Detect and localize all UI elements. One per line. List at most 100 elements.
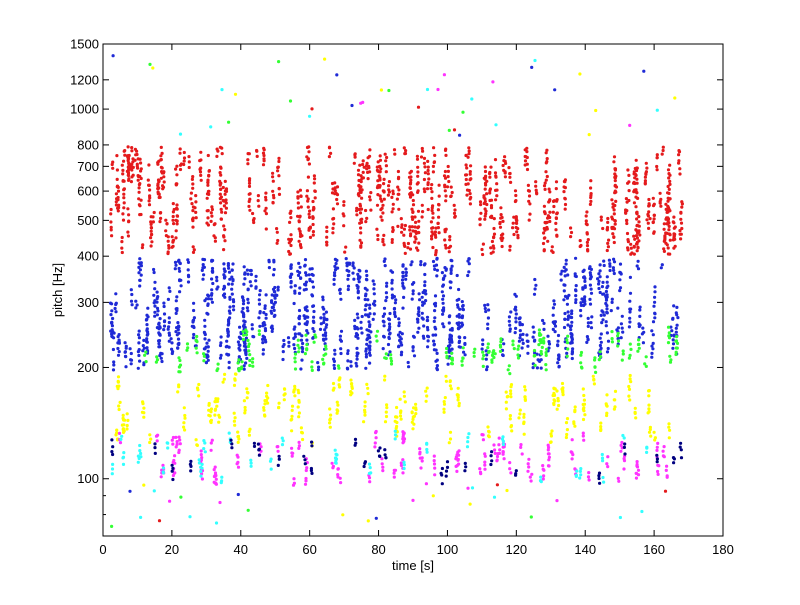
data-point-blue xyxy=(203,318,207,322)
data-point-magenta xyxy=(508,467,512,471)
data-point-yellow xyxy=(195,443,199,447)
data-point-blue xyxy=(605,350,610,354)
data-point-blue xyxy=(628,299,632,303)
data-point-blue xyxy=(365,288,369,292)
data-point-cyan xyxy=(280,443,285,447)
data-point-red xyxy=(635,223,640,227)
data-point-red xyxy=(489,165,493,169)
data-point-blue xyxy=(447,350,451,354)
data-point-yellow xyxy=(296,388,300,392)
data-point-red xyxy=(509,180,513,184)
data-point-yellow xyxy=(194,438,198,442)
data-point-magenta xyxy=(483,463,487,467)
data-point-blue xyxy=(257,316,261,320)
data-point-blue xyxy=(583,302,587,306)
data-point-blue xyxy=(669,325,673,329)
data-point-blue xyxy=(176,346,180,350)
data-point-red xyxy=(446,164,450,169)
data-point-red xyxy=(672,246,676,250)
data-point-red xyxy=(390,210,394,214)
data-point-yellow xyxy=(263,399,267,403)
data-point-blue xyxy=(129,288,133,292)
data-point-blue xyxy=(598,290,602,295)
data-point-red xyxy=(162,175,166,179)
data-point-blue xyxy=(386,342,391,347)
data-point-green xyxy=(512,347,516,351)
data-point-blue xyxy=(397,344,401,348)
data-point-green xyxy=(637,342,641,346)
data-point-yellow xyxy=(290,408,294,412)
data-point-red xyxy=(212,234,216,238)
data-point-blue xyxy=(563,317,567,321)
data-point-blue xyxy=(426,339,430,343)
data-point-blue xyxy=(124,365,128,369)
data-point-red xyxy=(364,208,368,213)
data-point-red xyxy=(437,231,441,235)
data-point-blue xyxy=(155,326,159,330)
data-point-yellow xyxy=(647,389,651,393)
data-point-blue xyxy=(339,297,343,301)
data-point-red xyxy=(419,155,424,159)
data-point-red xyxy=(206,178,210,182)
data-point-blue xyxy=(484,309,488,314)
data-point-blue xyxy=(297,261,301,265)
data-point-red xyxy=(406,246,410,250)
data-point-red xyxy=(306,197,310,201)
data-point-red xyxy=(191,216,195,220)
data-point-yellow xyxy=(236,440,240,444)
data-point-blue xyxy=(145,323,149,327)
data-point-blue xyxy=(574,298,578,302)
data-point-blue xyxy=(371,317,375,321)
data-point-blue xyxy=(123,354,128,358)
data-point-blue xyxy=(300,358,304,362)
data-point-blue xyxy=(186,260,191,264)
outlier-point xyxy=(468,502,472,506)
data-point-red xyxy=(545,174,549,179)
data-point-red xyxy=(624,208,628,212)
data-point-blue xyxy=(458,335,462,340)
data-point-blue xyxy=(615,328,619,332)
data-point-magenta xyxy=(339,481,343,485)
data-point-red xyxy=(464,182,468,186)
data-point-magenta xyxy=(392,471,396,475)
data-point-red xyxy=(369,191,373,195)
data-point-red xyxy=(554,216,559,221)
data-point-red xyxy=(611,232,615,236)
data-point-magenta xyxy=(547,458,551,462)
data-point-red xyxy=(331,231,335,235)
data-point-red xyxy=(478,223,482,227)
data-point-blue xyxy=(191,336,195,340)
data-point-green xyxy=(674,350,678,354)
data-point-blue xyxy=(270,305,274,310)
data-point-blue xyxy=(355,346,359,350)
data-point-blue xyxy=(676,316,680,320)
data-point-blue xyxy=(463,342,467,346)
data-point-yellow xyxy=(296,405,300,409)
data-point-magenta xyxy=(497,436,501,440)
data-point-green xyxy=(461,356,465,360)
data-point-blue xyxy=(281,357,285,362)
data-point-navy xyxy=(679,448,683,452)
data-point-red xyxy=(147,163,151,167)
data-point-blue xyxy=(450,264,454,268)
data-point-red xyxy=(123,153,127,157)
data-point-magenta xyxy=(199,449,203,453)
data-point-navy xyxy=(672,461,676,465)
data-point-magenta xyxy=(118,441,123,445)
data-point-red xyxy=(210,207,214,212)
data-point-navy xyxy=(384,456,388,460)
data-point-magenta xyxy=(634,471,638,475)
data-point-red xyxy=(198,170,203,174)
data-point-blue xyxy=(135,303,139,307)
data-point-red xyxy=(271,171,275,175)
data-point-blue xyxy=(145,317,149,321)
data-point-yellow xyxy=(591,374,595,378)
data-point-yellow xyxy=(425,394,429,398)
data-point-red xyxy=(139,198,143,202)
data-point-red xyxy=(402,146,406,150)
data-point-blue xyxy=(410,282,415,286)
data-point-blue xyxy=(612,257,616,261)
data-point-navy xyxy=(153,446,157,450)
data-point-blue xyxy=(218,343,223,348)
data-point-blue xyxy=(324,310,328,314)
